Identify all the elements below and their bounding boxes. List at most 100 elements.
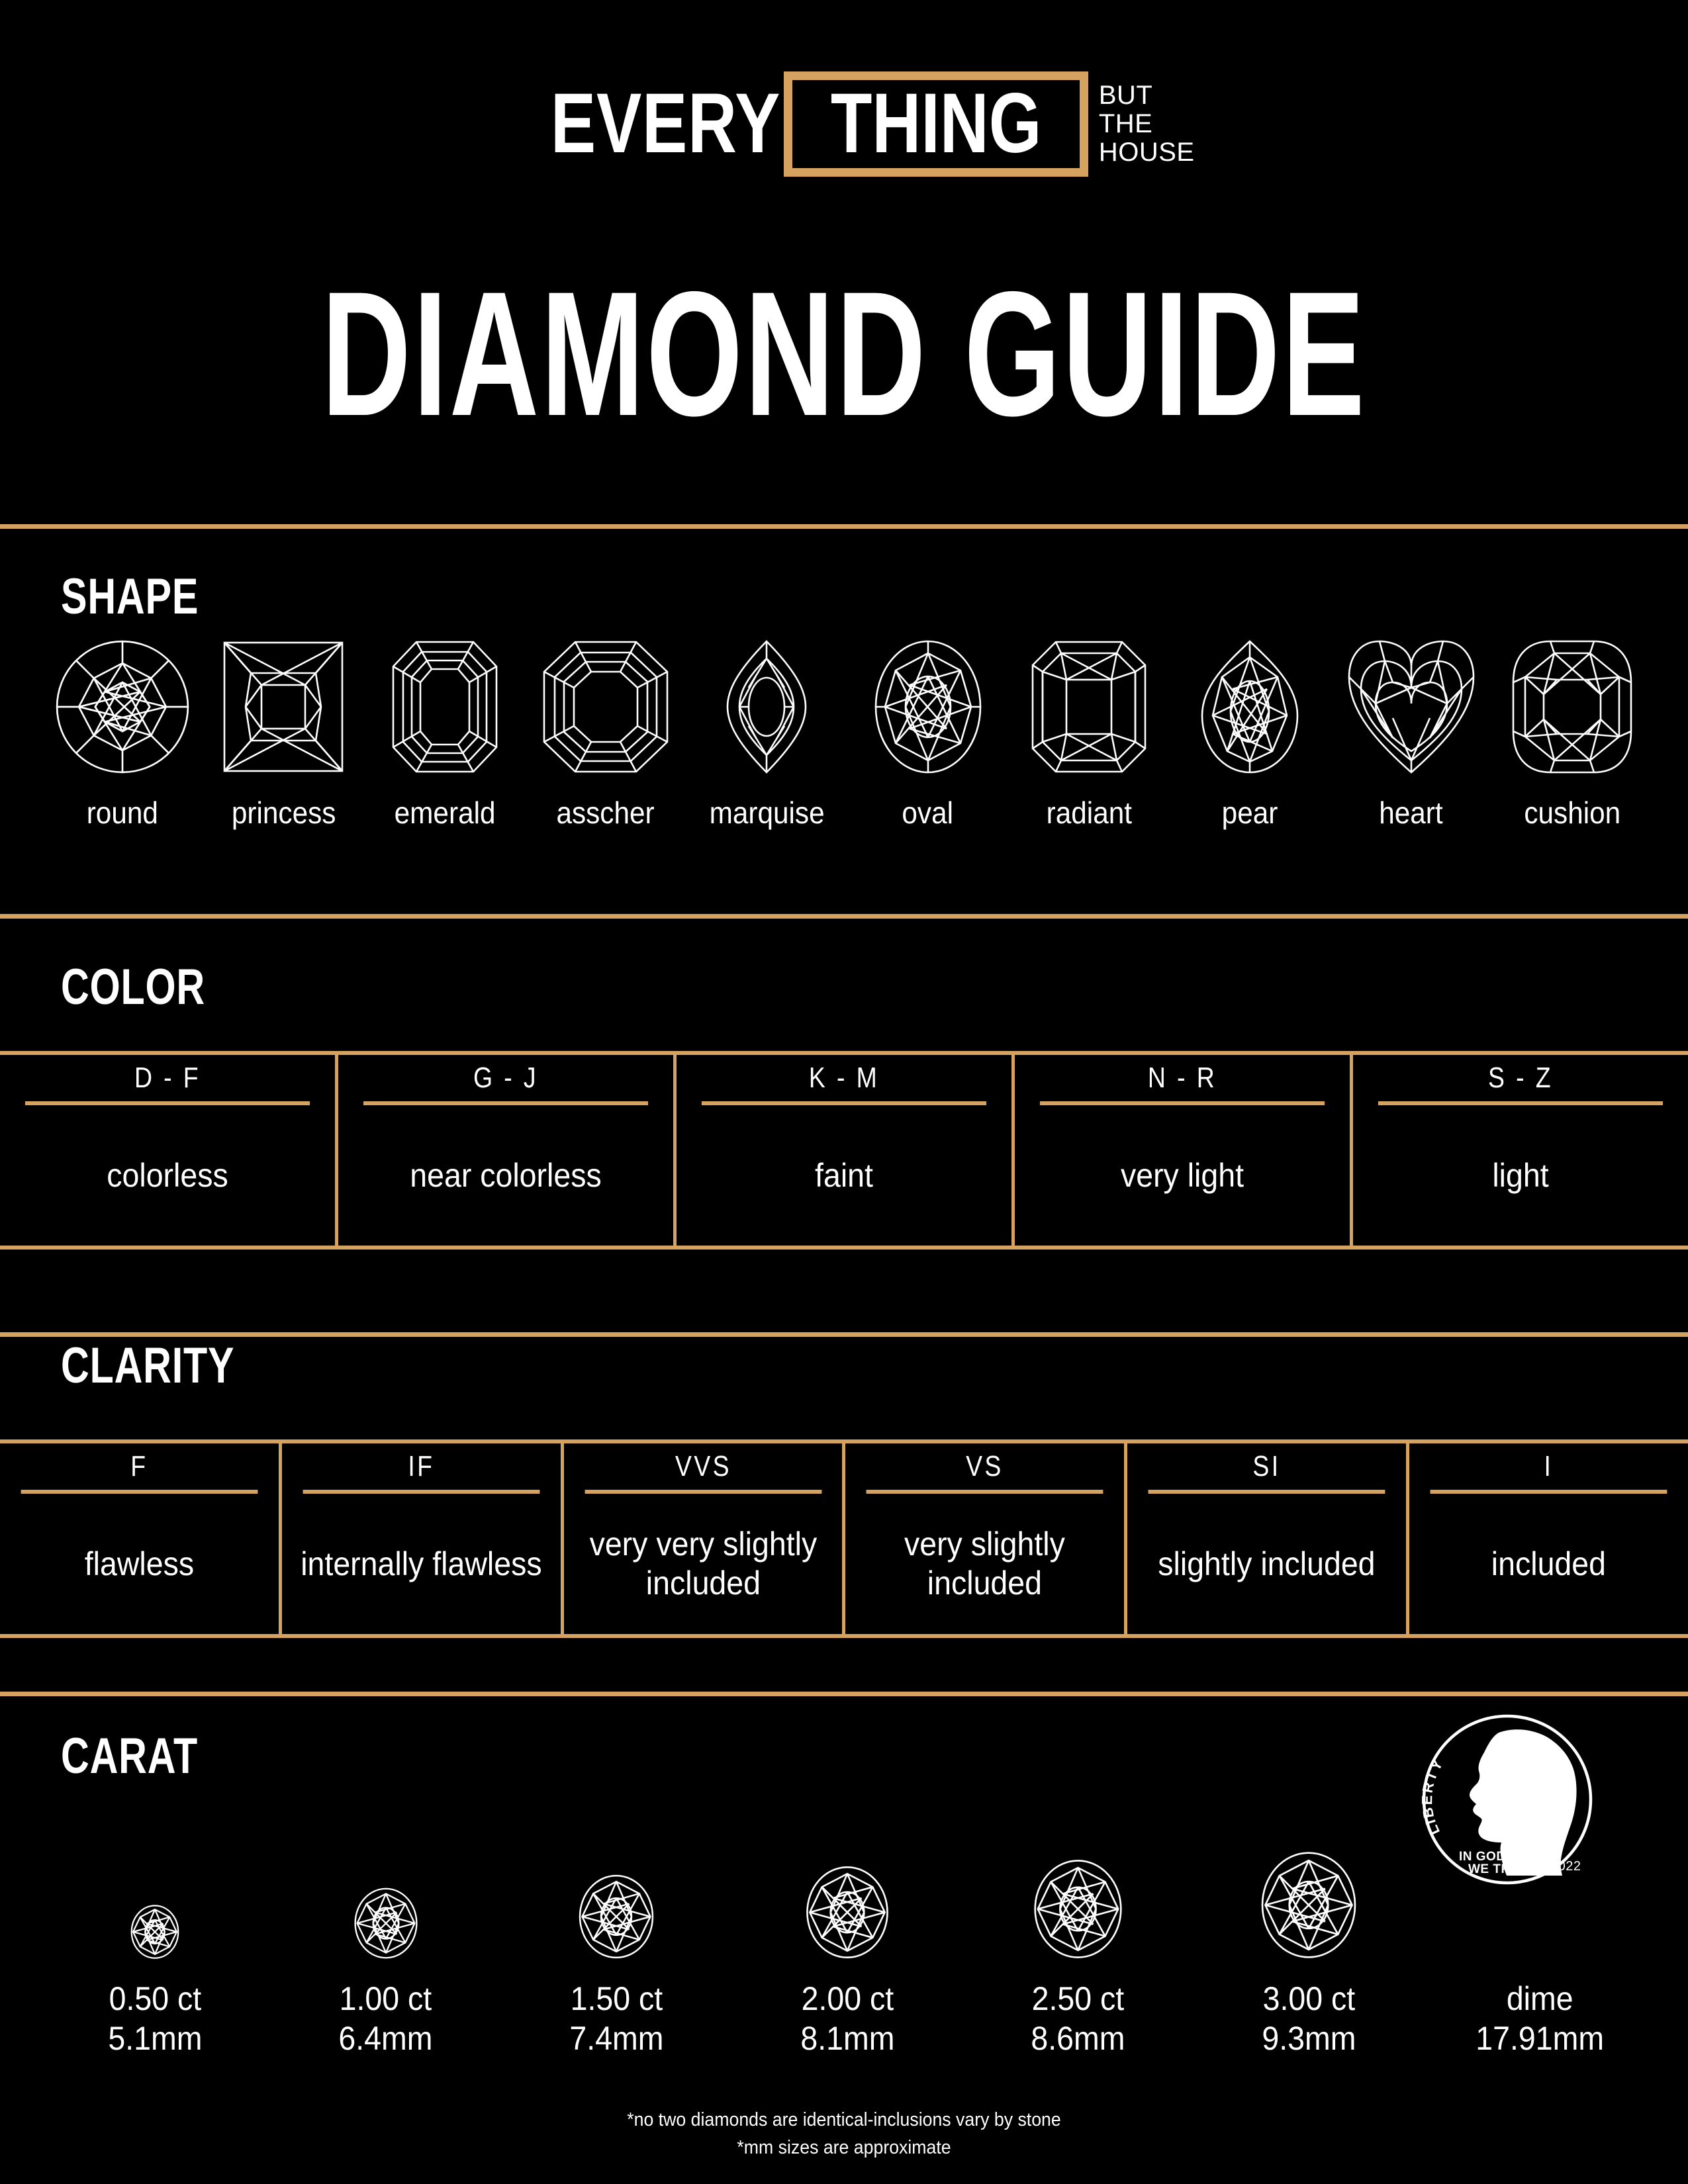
princess-diamond-icon (224, 641, 344, 772)
shape-item-heart[interactable]: heart (1335, 639, 1487, 828)
round-brilliant-icon (1034, 1860, 1122, 1958)
dime-motto-line1: IN GOD (1459, 1850, 1506, 1864)
divider-color (0, 914, 1688, 919)
clarity-column[interactable]: I included (1409, 1443, 1688, 1634)
round-brilliant-icon (1261, 1852, 1356, 1958)
clarity-grade: SI (1148, 1443, 1385, 1494)
clarity-grade-table: F flawless IF internally flawless VVS ve… (0, 1439, 1688, 1638)
dime-motto-line2: WE TRUST (1468, 1862, 1536, 1876)
cushion-diamond-icon (1512, 640, 1632, 774)
clarity-column[interactable]: SI slightly included (1127, 1443, 1410, 1634)
carat-item-200[interactable]: 2.00 ct 8.1mm (732, 1747, 963, 2058)
shape-row: round princess (46, 639, 1648, 828)
clarity-column[interactable]: VS very slightly included (845, 1443, 1128, 1634)
carat-weight: 2.00 ct (801, 1980, 894, 2017)
carat-item-100[interactable]: 1.00 ct 6.4mm (271, 1747, 502, 2058)
clarity-description: flawless (84, 1545, 195, 1582)
carat-label: 2.50 ct 8.6mm (1031, 1979, 1125, 2058)
brand-word-every: EVERY (551, 76, 781, 171)
round-brilliant-icon (354, 1888, 418, 1959)
carat-gem (805, 1747, 890, 1959)
carat-item-050[interactable]: 0.50 ct 5.1mm (40, 1747, 271, 2058)
shape-label: emerald (394, 796, 496, 830)
clarity-description: included (1491, 1545, 1607, 1582)
clarity-column[interactable]: IF internally flawless (282, 1443, 564, 1634)
color-column[interactable]: S - Z light (1353, 1055, 1688, 1246)
shape-item-marquise[interactable]: marquise (690, 639, 843, 828)
carat-item-250[interactable]: 2.50 ct 8.6mm (962, 1747, 1194, 2058)
color-column[interactable]: G - J near colorless (338, 1055, 677, 1246)
shape-item-emerald[interactable]: emerald (369, 639, 521, 828)
carat-item-150[interactable]: 1.50 ct 7.4mm (501, 1747, 732, 2058)
color-description: faint (815, 1156, 873, 1194)
clarity-description: slightly included (1158, 1545, 1376, 1582)
clarity-grade: VVS (585, 1443, 821, 1494)
pear-diamond-icon (1201, 640, 1299, 774)
shape-item-round[interactable]: round (46, 639, 199, 828)
clarity-column[interactable]: VVS very very slightly included (564, 1443, 846, 1634)
section-heading-shape: SHAPE (61, 569, 199, 625)
section-heading-color: COLOR (61, 959, 205, 1015)
marquise-diamond-icon (727, 640, 807, 774)
shape-item-princess[interactable]: princess (207, 639, 359, 828)
page-title: DIAMOND GUIDE (321, 254, 1367, 453)
brand-tail-but: BUT (1098, 80, 1153, 110)
shape-label: oval (902, 796, 954, 830)
carat-mm: 5.1mm (108, 2020, 203, 2057)
brand-accent-box: THING (783, 71, 1088, 177)
brand-word-thing: THING (830, 76, 1041, 171)
divider-carat (0, 1692, 1688, 1696)
footnotes: *no two diamonds are identical-inclusion… (68, 2106, 1620, 2161)
brand-tail-house: HOUSE (1098, 138, 1195, 167)
color-grade: S - Z (1378, 1055, 1664, 1105)
brand-tagline: BUT THE HOUSE (1099, 81, 1195, 167)
shape-item-oval[interactable]: oval (852, 639, 1004, 828)
color-description: very light (1120, 1156, 1244, 1194)
footnote-line-2: *mm sizes are approximate (737, 2137, 951, 2159)
color-description: light (1492, 1156, 1549, 1194)
color-description: colorless (107, 1156, 228, 1194)
clarity-grade: IF (303, 1443, 540, 1494)
clarity-column[interactable]: F flawless (0, 1443, 282, 1634)
carat-item-dime[interactable]: dime 17.91mm (1424, 1747, 1655, 2058)
brand-logo: EVERY THING BUT THE HOUSE (0, 71, 1688, 177)
carat-label: dime 17.91mm (1476, 1979, 1604, 2058)
shape-label: marquise (709, 796, 825, 830)
clarity-grade: F (21, 1443, 258, 1494)
radiant-diamond-icon (1031, 641, 1147, 773)
carat-mm: 6.4mm (338, 2020, 433, 2057)
dime-coin-icon: LIBERTY IN GOD WE TRUST 2022 (1419, 1714, 1593, 1885)
color-grade: G - J (363, 1055, 649, 1105)
carat-weight: 0.50 ct (109, 1980, 202, 2017)
shape-item-pear[interactable]: pear (1174, 639, 1326, 828)
divider-clarity (0, 1332, 1688, 1337)
carat-mm: 8.6mm (1031, 2020, 1125, 2057)
emerald-diamond-icon (392, 641, 497, 773)
color-column[interactable]: D - F colorless (0, 1055, 338, 1246)
color-grade: D - F (24, 1055, 310, 1105)
shape-item-cushion[interactable]: cushion (1496, 639, 1648, 828)
color-grade-table: D - F colorless G - J near colorless K -… (0, 1051, 1688, 1250)
carat-mm: 7.4mm (569, 2020, 664, 2057)
dime-coin: LIBERTY IN GOD WE TRUST 2022 (1419, 1713, 1594, 1889)
carat-gem (1033, 1747, 1123, 1959)
dime-year: 2022 (1550, 1859, 1581, 1874)
shape-label: heart (1379, 796, 1443, 830)
carat-mm: 9.3mm (1262, 2020, 1356, 2057)
carat-weight: 1.00 ct (340, 1980, 432, 2017)
color-grade: N - R (1039, 1055, 1325, 1105)
carat-item-300[interactable]: 3.00 ct 9.3mm (1194, 1747, 1425, 2058)
carat-label: 2.00 ct 8.1mm (800, 1979, 894, 2058)
shape-item-radiant[interactable]: radiant (1013, 639, 1165, 828)
round-brilliant-icon (806, 1866, 888, 1959)
round-brilliant-icon (130, 1905, 179, 1959)
brand-tail-the: THE (1098, 109, 1153, 138)
shape-item-asscher[interactable]: asscher (530, 639, 682, 828)
dime-liberty-text: LIBERTY (1421, 1755, 1447, 1838)
carat-gem (578, 1747, 655, 1959)
carat-mm: 8.1mm (800, 2020, 895, 2057)
color-column[interactable]: N - R very light (1015, 1055, 1353, 1246)
color-column[interactable]: K - M faint (677, 1055, 1015, 1246)
clarity-grade: I (1430, 1443, 1667, 1494)
